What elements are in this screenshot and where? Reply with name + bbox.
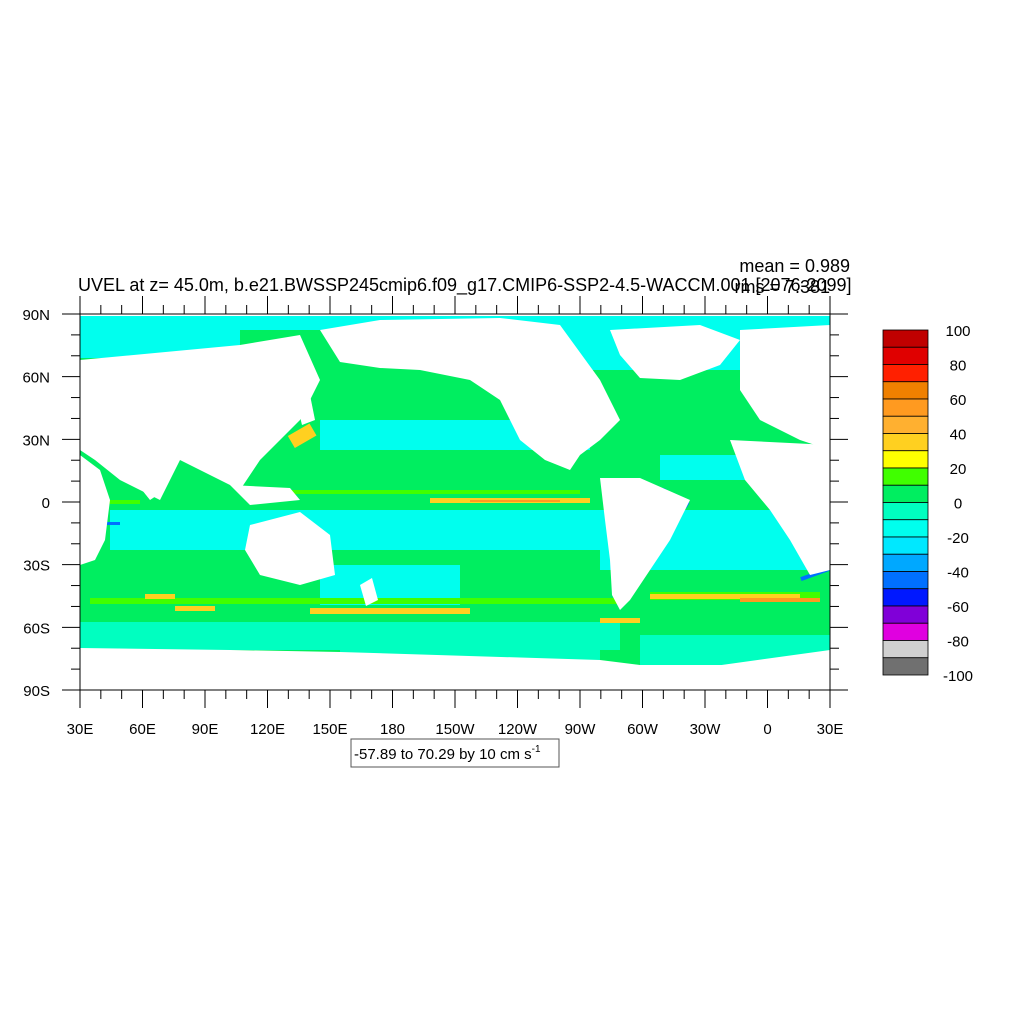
colorbar-swatch [882,553,929,572]
range-label-sup: -1 [532,744,541,755]
colorbar-swatch [882,502,929,521]
rms-label: rms = 7.381 [734,277,830,297]
colorbar-swatch [882,381,929,400]
lat-tick-label: 30N [22,432,50,449]
lon-tick-label: 150E [312,721,347,738]
colorbar-swatch [882,622,929,641]
lat-tick-label: 60S [23,620,50,637]
lon-tick-label: 120E [250,721,285,738]
colorbar-swatch [882,519,929,538]
colorbar-swatch [882,364,929,383]
colorbar-label: 20 [950,461,967,478]
lon-tick-label: 150W [435,721,475,738]
lat-tick-label: 90N [22,307,50,324]
colorbar-label: -60 [947,599,969,616]
lon-labels: 30E 60E 90E 120E 150E 180 150W 120W 90W 60W 30W 0 30… [67,721,844,738]
colorbar-swatch [882,467,929,486]
colorbar-swatch [882,640,929,659]
colorbar-label: 40 [950,427,967,444]
colorbar-swatch [882,450,929,469]
axis-ticks [62,296,848,708]
lon-tick-label: 90E [192,721,219,738]
lat-tick-label: 90S [23,683,50,700]
colorbar-label: 60 [950,392,967,409]
colorbar-swatch [882,415,929,434]
colorbar-swatch [882,536,929,555]
lon-tick-label: 60W [627,721,659,738]
lon-tick-label: 120W [498,721,538,738]
colorbar-label: -100 [943,668,973,685]
land [80,318,830,690]
mean-label: mean = 0.989 [739,256,850,276]
colorbar-label: 0 [954,496,962,513]
colorbar-label: -40 [947,565,969,582]
colorbar-swatch [882,433,929,452]
colorbar-swatch [882,588,929,607]
svg-text:-57.89 to 70.29 by 10 cm s-1: -57.89 to 70.29 by 10 cm s-1 [354,744,541,763]
colorbar-swatch [882,484,929,503]
plot-title: UVEL at z= 45.0m, b.e21.BWSSP245cmip6.f0… [78,275,852,296]
colorbar-label: 80 [950,358,967,375]
lon-tick-label: 30W [690,721,722,738]
colorbar-swatch [882,329,929,348]
lon-tick-label: 90W [565,721,597,738]
colorbar-swatch [882,346,929,365]
lon-tick-label: 30E [817,721,844,738]
lon-tick-label: 60E [129,721,156,738]
colorbar-swatch [882,657,929,676]
lat-tick-label: 30S [23,558,50,575]
colorbar-swatch [882,398,929,417]
lon-tick-label: 180 [380,721,405,738]
lat-labels: 90N 60N 30N 0 30S 60S 90S [22,307,50,700]
colorbar-label: -80 [947,634,969,651]
colorbar-label: 100 [945,323,970,340]
colorbar-swatch [882,605,929,624]
colorbar-swatch [882,571,929,590]
lat-tick-label: 60N [22,370,50,387]
range-label-box: -57.89 to 70.29 by 10 cm s-1 [350,738,560,768]
colorbar: 100 80 60 40 20 0 -20 -40 -60 -80 -100 [882,323,973,685]
lon-tick-label: 30E [67,721,94,738]
lat-tick-label: 0 [42,495,50,512]
colorbar-label: -20 [947,530,969,547]
range-label: -57.89 to 70.29 by 10 cm s [354,746,532,763]
map-plot: 90N 60N 30N 0 30S 60S 90S 30E 60E 90E 120E 150E 180… [22,296,848,738]
lon-tick-label: 0 [763,721,771,738]
